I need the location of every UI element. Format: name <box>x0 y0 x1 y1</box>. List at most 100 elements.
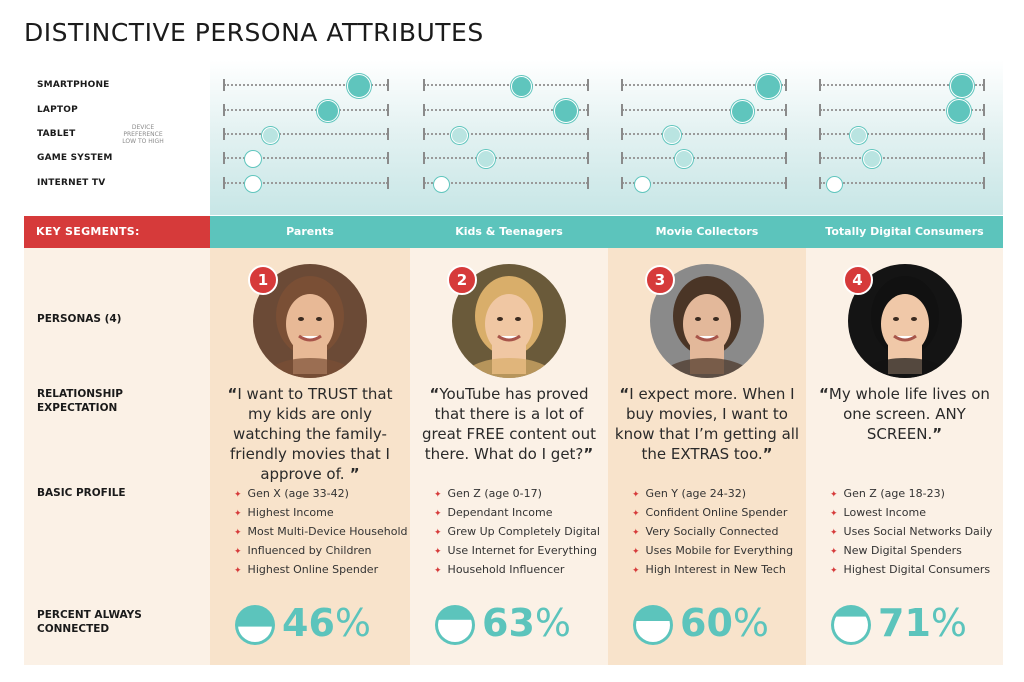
profile-item: ✦ Confident Online Spender <box>632 503 793 522</box>
bullet-star-icon: ✦ <box>234 509 242 519</box>
quote-text: I expect more. When I buy movies, I want… <box>614 385 800 463</box>
track-end-cap <box>223 177 225 189</box>
profile-item: ✦ Most Multi-Device Household <box>234 522 408 541</box>
profile-item: ✦ Highest Income <box>234 503 408 522</box>
connected-gauge-icon <box>235 605 275 645</box>
profile-item-text: Lowest Income <box>843 506 926 519</box>
row-label-relationship: RELATIONSHIP EXPECTATION <box>37 388 123 414</box>
preference-track <box>424 109 588 111</box>
track-end-cap <box>785 104 787 116</box>
percent-connected: 60% <box>680 601 769 645</box>
preference-track <box>820 182 984 184</box>
profile-item: ✦ Uses Mobile for Everything <box>632 541 793 560</box>
preference-track <box>622 84 786 86</box>
profile-item-text: Uses Mobile for Everything <box>645 544 794 557</box>
profile-item: ✦ Highest Digital Consumers <box>830 560 992 579</box>
profile-item: ✦ Use Internet for Everything <box>434 541 600 560</box>
preference-track <box>622 109 786 111</box>
profile-item: ✦ Grew Up Completely Digital <box>434 522 600 541</box>
profile-item-text: Highest Income <box>247 506 334 519</box>
row-label-connected: PERCENT ALWAYS CONNECTED <box>37 609 142 635</box>
bullet-star-icon: ✦ <box>830 566 838 576</box>
portrait-illustration <box>461 276 557 378</box>
profile-item: ✦ Very Socially Connected <box>632 522 793 541</box>
profile-item-text: Gen Y (age 24-32) <box>645 487 747 500</box>
profile-item: ✦ Gen Y (age 24-32) <box>632 484 793 503</box>
portrait-illustration <box>856 276 953 378</box>
bullet-star-icon: ✦ <box>632 509 640 519</box>
preference-marker <box>826 176 842 192</box>
profile-item-text: Gen Z (age 0-17) <box>447 487 542 500</box>
preference-track <box>820 109 984 111</box>
preference-track <box>622 182 786 184</box>
track-end-cap <box>587 177 589 189</box>
profile-item-text: Influenced by Children <box>247 544 372 557</box>
track-end-cap <box>223 104 225 116</box>
persona-quote: “My whole life lives on one screen. ANY … <box>810 384 1000 444</box>
preference-marker <box>244 176 261 192</box>
preference-marker <box>450 126 468 144</box>
preference-marker <box>850 126 868 144</box>
preference-track <box>224 84 388 86</box>
open-quote-mark: “ <box>227 385 238 403</box>
preference-track <box>622 133 786 135</box>
track-end-cap <box>621 177 623 189</box>
track-end-cap <box>587 152 589 164</box>
track-end-cap <box>587 104 589 116</box>
bullet-star-icon: ✦ <box>830 490 838 500</box>
track-end-cap <box>785 128 787 140</box>
track-end-cap <box>983 79 985 91</box>
preference-marker <box>554 99 579 123</box>
profile-item-text: Uses Social Networks Daily <box>843 525 993 538</box>
profile-item-text: Dependant Income <box>447 506 553 519</box>
preference-marker <box>635 176 651 192</box>
persona-number-badge: 2 <box>447 265 477 295</box>
profile-item-text: Highest Digital Consumers <box>843 563 991 576</box>
track-end-cap <box>387 104 389 116</box>
track-end-cap <box>621 79 623 91</box>
quote-text: My whole life lives on one screen. ANY S… <box>828 385 990 443</box>
percent-sign: % <box>732 601 769 645</box>
profile-item-text: Grew Up Completely Digital <box>447 525 600 538</box>
bullet-star-icon: ✦ <box>434 547 442 557</box>
track-end-cap <box>785 177 787 189</box>
device-row-label: LAPTOP <box>37 105 78 115</box>
track-end-cap <box>387 152 389 164</box>
quote-text: YouTube has proved that there is a lot o… <box>422 385 596 463</box>
percent-connected: 63% <box>482 601 571 645</box>
persona-number-badge: 1 <box>248 265 278 295</box>
track-end-cap <box>621 152 623 164</box>
preference-marker <box>476 150 495 168</box>
profile-item: ✦ Household Influencer <box>434 560 600 579</box>
track-end-cap <box>983 104 985 116</box>
preference-marker <box>511 75 533 97</box>
preference-track <box>424 84 588 86</box>
track-end-cap <box>423 79 425 91</box>
track-end-cap <box>223 79 225 91</box>
preference-marker <box>862 150 881 168</box>
track-end-cap <box>423 177 425 189</box>
device-row-label: INTERNET TV <box>37 178 106 188</box>
profile-item-text: New Digital Spenders <box>843 544 962 557</box>
track-end-cap <box>819 79 821 91</box>
preference-track <box>424 157 588 159</box>
bullet-star-icon: ✦ <box>632 490 640 500</box>
profile-item: ✦ Gen Z (age 18-23) <box>830 484 992 503</box>
preference-track <box>622 157 786 159</box>
preference-track <box>224 109 388 111</box>
basic-profile-list: ✦ Gen Z (age 18-23) ✦ Lowest Income ✦ Uses So… <box>830 484 992 579</box>
bullet-star-icon: ✦ <box>632 528 640 538</box>
track-end-cap <box>587 79 589 91</box>
bullet-star-icon: ✦ <box>234 490 242 500</box>
close-quote-mark: ” <box>344 465 360 483</box>
persona-quote: “I expect more. When I buy movies, I wan… <box>612 384 802 464</box>
percent-connected: 46% <box>282 601 371 645</box>
profile-item-text: Household Influencer <box>447 563 565 576</box>
profile-item-text: Very Socially Connected <box>645 525 779 538</box>
persona-quote: “YouTube has proved that there is a lot … <box>414 384 604 464</box>
bullet-star-icon: ✦ <box>434 528 442 538</box>
profile-item: ✦ High Interest in New Tech <box>632 560 793 579</box>
portrait-illustration <box>262 276 358 378</box>
bullet-star-icon: ✦ <box>434 566 442 576</box>
track-end-cap <box>621 128 623 140</box>
